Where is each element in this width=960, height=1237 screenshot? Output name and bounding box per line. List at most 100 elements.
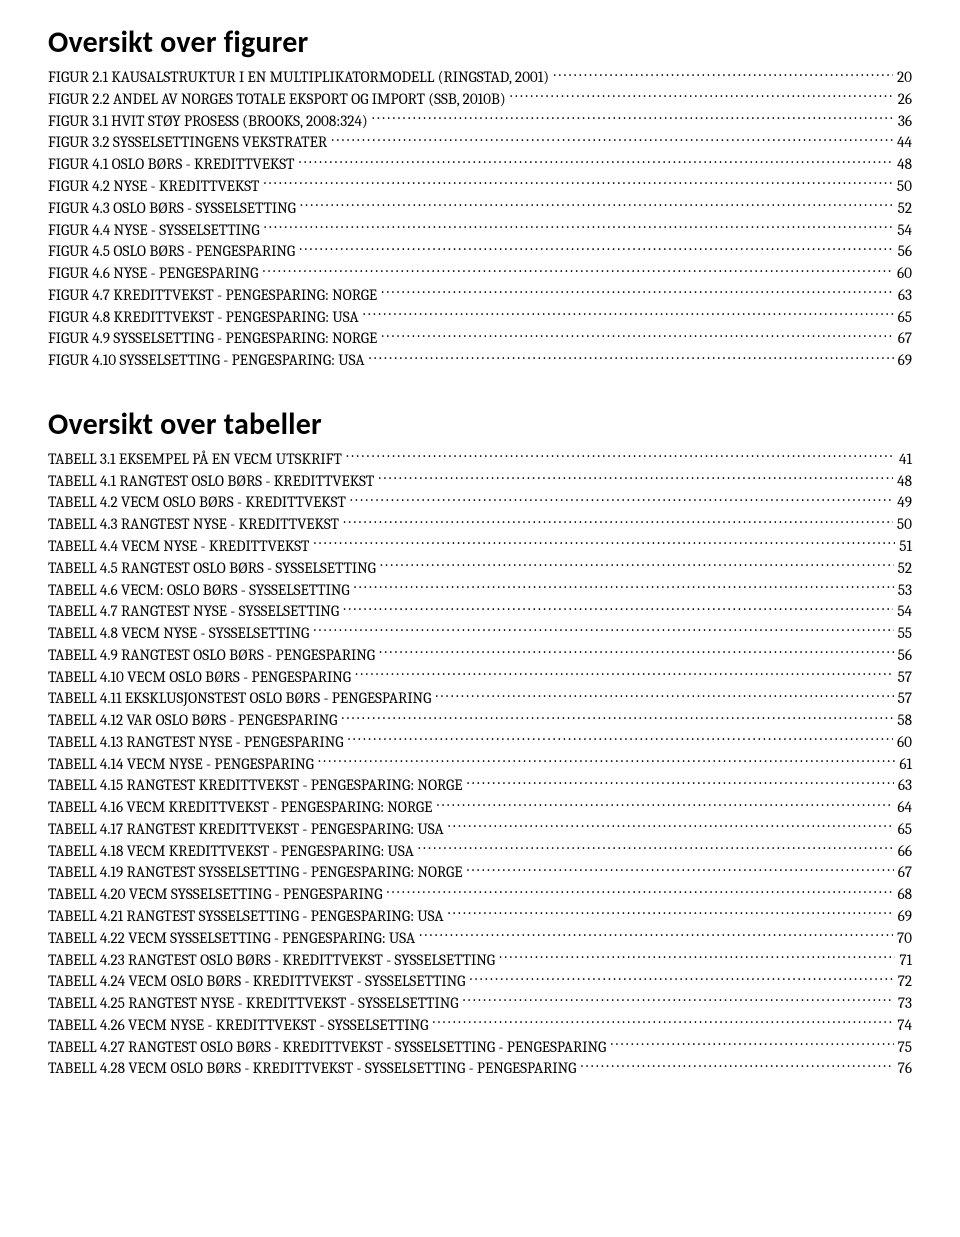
table-entry-row[interactable]: TABELL 4.26 VECM NYSE - KREDITTVEKST - S… [48, 1015, 912, 1037]
table-entry-page: 49 [897, 492, 912, 514]
table-entry-label: TABELL 4.15 RANGTEST KREDITTVEKST - PENG… [48, 775, 462, 797]
toc-leader [350, 492, 893, 507]
table-entry-page: 63 [898, 775, 912, 797]
table-entry-page: 56 [898, 645, 912, 667]
toc-leader [300, 198, 894, 213]
table-entry-row[interactable]: TABELL 4.21 RANGTEST SYSSELSETTING - PEN… [48, 906, 912, 928]
figure-entry-page: 48 [897, 154, 912, 176]
table-entry-row[interactable]: TABELL 4.14 VECM NYSE - PENGESPARING61 [48, 753, 912, 775]
table-entry-row[interactable]: TABELL 4.24 VECM OSLO BØRS - KREDITTVEKS… [48, 971, 912, 993]
table-entry-page: 57 [898, 667, 912, 689]
figure-entry-row[interactable]: FIGUR 2.1 KAUSALSTRUKTUR I EN MULTIPLIKA… [48, 67, 912, 89]
table-entry-label: TABELL 4.11 EKSKLUSJONSTEST OSLO BØRS - … [48, 688, 431, 710]
figure-entry-row[interactable]: FIGUR 4.4 NYSE - SYSSELSETTING54 [48, 219, 912, 241]
toc-leader [381, 328, 894, 343]
table-entry-row[interactable]: TABELL 4.15 RANGTEST KREDITTVEKST - PENG… [48, 775, 912, 797]
table-entry-page: 60 [897, 732, 912, 754]
figure-entry-row[interactable]: FIGUR 4.2 NYSE - KREDITTVEKST50 [48, 176, 912, 198]
table-entry-label: TABELL 3.1 EKSEMPEL PÅ EN VECM UTSKRIFT [48, 449, 342, 471]
table-entry-label: TABELL 4.21 RANGTEST SYSSELSETTING - PEN… [48, 906, 444, 928]
toc-leader [436, 797, 893, 812]
figure-entry-row[interactable]: FIGUR 4.3 OSLO BØRS - SYSSELSETTING52 [48, 198, 912, 220]
toc-leader [448, 906, 894, 921]
figure-entry-row[interactable]: FIGUR 4.5 OSLO BØRS - PENGESPARING56 [48, 241, 912, 263]
figure-entry-row[interactable]: FIGUR 3.1 HVIT STØY PROSESS (BROOKS, 200… [48, 111, 912, 133]
toc-leader [510, 89, 894, 104]
table-entry-page: 51 [899, 536, 912, 558]
toc-leader [553, 67, 893, 82]
tables-heading: Oversikt over tabeller [48, 406, 912, 443]
table-entry-label: TABELL 4.6 VECM: OSLO BØRS - SYSSELSETTI… [48, 580, 350, 602]
table-entry-page: 58 [897, 710, 912, 732]
table-entry-row[interactable]: TABELL 4.10 VECM OSLO BØRS - PENGESPARIN… [48, 666, 912, 688]
table-entry-row[interactable]: TABELL 4.16 VECM KREDITTVEKST - PENGESPA… [48, 797, 912, 819]
table-entry-row[interactable]: TABELL 4.19 RANGTEST SYSSELSETTING - PEN… [48, 862, 912, 884]
table-entry-row[interactable]: TABELL 4.25 RANGTEST NYSE - KREDITTVEKST… [48, 993, 912, 1015]
table-entry-row[interactable]: TABELL 4.6 VECM: OSLO BØRS - SYSSELSETTI… [48, 579, 912, 601]
table-entry-label: TABELL 4.8 VECM NYSE - SYSSELSETTING [48, 623, 309, 645]
toc-leader [379, 645, 894, 660]
toc-leader [313, 536, 895, 551]
figure-entry-page: 69 [898, 350, 912, 372]
figure-entry-row[interactable]: FIGUR 3.2 SYSSELSETTINGENS VEKSTRATER44 [48, 132, 912, 154]
table-entry-row[interactable]: TABELL 4.22 VECM SYSSELSETTING - PENGESP… [48, 928, 912, 950]
toc-leader [610, 1036, 893, 1051]
figure-entry-page: 67 [898, 328, 912, 350]
table-entry-page: 52 [898, 558, 912, 580]
table-entry-row[interactable]: TABELL 4.20 VECM SYSSELSETTING - PENGESP… [48, 884, 912, 906]
table-entry-row[interactable]: TABELL 4.23 RANGTEST OSLO BØRS - KREDITT… [48, 949, 912, 971]
toc-leader [499, 949, 895, 964]
table-entry-row[interactable]: TABELL 4.2 VECM OSLO BØRS - KREDITTVEKST… [48, 492, 912, 514]
table-entry-row[interactable]: TABELL 4.27 RANGTEST OSLO BØRS - KREDITT… [48, 1036, 912, 1058]
table-entry-row[interactable]: TABELL 4.8 VECM NYSE - SYSSELSETTING55 [48, 623, 912, 645]
table-entry-row[interactable]: TABELL 4.18 VECM KREDITTVEKST - PENGESPA… [48, 841, 912, 863]
table-entry-row[interactable]: TABELL 4.7 RANGTEST NYSE - SYSSELSETTING… [48, 601, 912, 623]
table-entry-page: 65 [898, 819, 912, 841]
toc-leader [318, 753, 896, 768]
table-entry-page: 70 [897, 928, 912, 950]
table-entry-row[interactable]: TABELL 4.28 VECM OSLO BØRS - KREDITTVEKS… [48, 1058, 912, 1080]
table-entry-row[interactable]: TABELL 4.11 EKSKLUSJONSTEST OSLO BØRS - … [48, 688, 912, 710]
figure-entry-row[interactable]: FIGUR 4.8 KREDITTVEKST - PENGESPARING: U… [48, 306, 912, 328]
toc-leader [372, 111, 894, 126]
table-entry-row[interactable]: TABELL 4.4 VECM NYSE - KREDITTVEKST51 [48, 536, 912, 558]
table-entry-row[interactable]: TABELL 4.12 VAR OSLO BØRS - PENGESPARING… [48, 710, 912, 732]
table-entry-label: TABELL 4.16 VECM KREDITTVEKST - PENGESPA… [48, 797, 432, 819]
figure-entry-page: 44 [897, 132, 912, 154]
table-entry-label: TABELL 4.10 VECM OSLO BØRS - PENGESPARIN… [48, 667, 351, 689]
figure-entry-row[interactable]: FIGUR 4.6 NYSE - PENGESPARING60 [48, 263, 912, 285]
table-entry-page: 67 [898, 862, 912, 884]
table-entry-label: TABELL 4.1 RANGTEST OSLO BØRS - KREDITTV… [48, 471, 374, 493]
table-entry-page: 71 [899, 950, 912, 972]
table-entry-row[interactable]: TABELL 3.1 EKSEMPEL PÅ EN VECM UTSKRIFT4… [48, 449, 912, 471]
figure-entry-label: FIGUR 4.9 SYSSELSETTING - PENGESPARING: … [48, 328, 377, 350]
table-entry-page: 76 [898, 1058, 912, 1080]
toc-leader [462, 993, 893, 1008]
table-entry-row[interactable]: TABELL 4.9 RANGTEST OSLO BØRS - PENGESPA… [48, 645, 912, 667]
figure-entry-label: FIGUR 4.4 NYSE - SYSSELSETTING [48, 220, 260, 242]
figure-entry-page: 52 [898, 198, 912, 220]
toc-leader [418, 841, 894, 856]
table-entry-page: 68 [897, 884, 912, 906]
table-entry-row[interactable]: TABELL 4.17 RANGTEST KREDITTVEKST - PENG… [48, 819, 912, 841]
table-entry-row[interactable]: TABELL 4.1 RANGTEST OSLO BØRS - KREDITTV… [48, 470, 912, 492]
figure-entry-row[interactable]: FIGUR 4.10 SYSSELSETTING - PENGESPARING:… [48, 350, 912, 372]
figure-entry-row[interactable]: FIGUR 4.9 SYSSELSETTING - PENGESPARING: … [48, 328, 912, 350]
table-entry-label: TABELL 4.12 VAR OSLO BØRS - PENGESPARING [48, 710, 337, 732]
figure-entry-row[interactable]: FIGUR 4.1 OSLO BØRS - KREDITTVEKST48 [48, 154, 912, 176]
figure-entry-row[interactable]: FIGUR 2.2 ANDEL AV NORGES TOTALE EKSPORT… [48, 89, 912, 111]
table-entry-label: TABELL 4.26 VECM NYSE - KREDITTVEKST - S… [48, 1015, 428, 1037]
figure-entry-label: FIGUR 4.2 NYSE - KREDITTVEKST [48, 176, 259, 198]
figure-entry-row[interactable]: FIGUR 4.7 KREDITTVEKST - PENGESPARING: N… [48, 285, 912, 307]
table-entry-page: 74 [897, 1015, 912, 1037]
table-entry-page: 50 [897, 514, 912, 536]
table-entry-row[interactable]: TABELL 4.13 RANGTEST NYSE - PENGESPARING… [48, 732, 912, 754]
table-entry-row[interactable]: TABELL 4.3 RANGTEST NYSE - KREDITTVEKST5… [48, 514, 912, 536]
table-entry-page: 73 [898, 993, 912, 1015]
table-entry-row[interactable]: TABELL 4.5 RANGTEST OSLO BØRS - SYSSELSE… [48, 558, 912, 580]
table-entry-label: TABELL 4.13 RANGTEST NYSE - PENGESPARING [48, 732, 343, 754]
table-entry-label: TABELL 4.5 RANGTEST OSLO BØRS - SYSSELSE… [48, 558, 376, 580]
toc-leader [298, 154, 893, 169]
toc-leader [355, 666, 894, 681]
toc-leader [346, 449, 895, 464]
